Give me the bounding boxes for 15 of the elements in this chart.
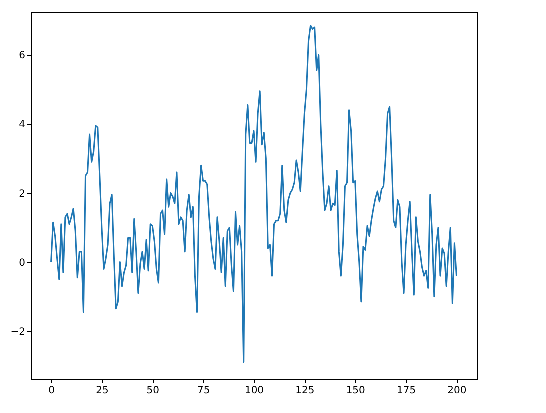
x-tick-label: 100 <box>244 386 264 396</box>
x-tick-label: 25 <box>96 386 109 396</box>
x-tick-label: 125 <box>296 386 315 396</box>
y-tick-label: 4 <box>19 120 26 131</box>
y-tick-label: −2 <box>10 326 26 338</box>
y-tick-label: 2 <box>19 188 26 200</box>
x-tick-label: 0 <box>48 386 55 396</box>
x-tick-label: 175 <box>397 386 416 396</box>
x-tick-label: 50 <box>146 386 160 396</box>
x-tick-label: 150 <box>346 386 366 396</box>
y-tick-label: 0 <box>19 258 26 269</box>
line-series <box>50 25 458 364</box>
x-tick-label: 75 <box>197 386 210 396</box>
x-tick-label: 200 <box>448 386 467 396</box>
y-tick-label: 6 <box>19 50 26 62</box>
